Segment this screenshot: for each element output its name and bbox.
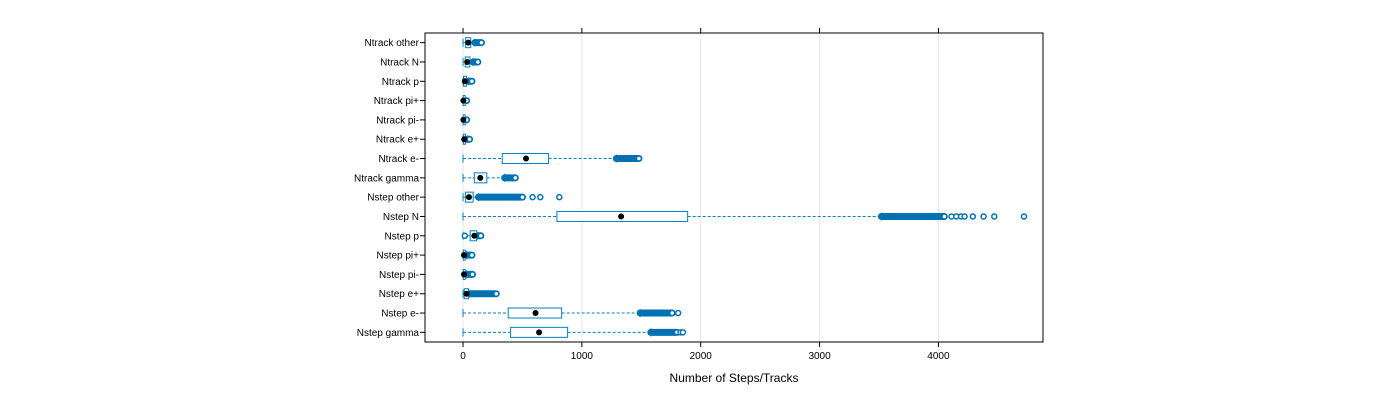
y-axis-label: Ntrack gamma	[354, 173, 419, 184]
box-row	[462, 210, 1028, 222]
median-dot	[532, 310, 539, 317]
x-tick-label: 0	[460, 351, 466, 362]
outlier-point	[478, 39, 485, 46]
median-dot	[618, 213, 625, 220]
outlier-point	[529, 193, 536, 201]
y-axis-label: Ntrack e-	[378, 154, 419, 165]
outlier-point	[679, 329, 687, 336]
outlier-point	[512, 174, 519, 182]
median-dot	[464, 58, 471, 65]
box-row	[462, 153, 643, 165]
y-axis-labels: Ntrack other Ntrack N Ntrack p Ntrack pi+ Nt…	[354, 38, 425, 339]
outlier-point	[674, 309, 682, 317]
outlier-point	[1020, 213, 1028, 220]
median-dot	[461, 136, 468, 143]
box-row	[460, 249, 476, 261]
outlier-point	[537, 193, 544, 201]
box-row	[460, 114, 471, 126]
outlier-point	[991, 213, 998, 220]
y-axis-label: Ntrack N	[380, 57, 419, 68]
outlier-point	[961, 213, 968, 220]
y-axis-label: Ntrack pi-	[376, 115, 419, 126]
box-row	[460, 268, 477, 280]
median-dot	[465, 194, 472, 201]
median-dot	[460, 97, 467, 104]
median-dot	[523, 155, 530, 162]
box-row	[462, 37, 485, 49]
box-row	[461, 133, 474, 145]
outlier-point	[980, 213, 987, 220]
outlier-point	[477, 232, 485, 240]
outlier-point	[635, 155, 643, 162]
box-row	[462, 288, 500, 300]
outlier-point	[466, 135, 473, 143]
y-axis-label: Nstep e+	[379, 289, 419, 300]
outlier-point	[556, 193, 563, 201]
outlier-point	[474, 58, 482, 66]
box-row	[462, 56, 482, 68]
median-dot	[477, 174, 484, 181]
box-row	[462, 172, 519, 184]
x-axis-ticks: 0 1000 2000 3000 4000	[460, 28, 950, 362]
y-axis-label: Ntrack pi+	[374, 96, 419, 107]
y-axis-label: Ntrack p	[382, 77, 420, 88]
y-axis-label: Nstep e-	[381, 309, 419, 320]
median-dot	[461, 78, 468, 85]
grid-layer	[462, 33, 939, 342]
outlier-point	[519, 193, 526, 201]
x-tick-label: 2000	[690, 351, 713, 362]
outlier-point	[969, 213, 977, 220]
box-row	[462, 326, 687, 338]
median-dot	[536, 329, 543, 336]
outlier-point	[941, 213, 948, 220]
box-row	[462, 307, 682, 319]
median-dot	[460, 271, 467, 278]
median-dot	[471, 232, 478, 239]
box-row	[462, 191, 563, 203]
x-tick-label: 1000	[571, 351, 594, 362]
plot-frame	[424, 32, 1044, 343]
median-dot	[460, 252, 467, 259]
box-row	[460, 95, 471, 107]
x-tick-label: 3000	[808, 351, 831, 362]
y-axis-label: Nstep other	[367, 193, 419, 204]
x-tick-label: 4000	[927, 351, 950, 362]
outlier-point	[468, 251, 476, 259]
y-axis-label: Nstep pi-	[379, 270, 419, 281]
outlier-point	[468, 78, 476, 85]
y-axis-label: Ntrack other	[365, 38, 420, 49]
outlier-point	[461, 232, 469, 240]
median-dot	[460, 116, 467, 123]
box-row	[461, 230, 485, 242]
y-axis-label: Nstep p	[385, 231, 420, 242]
x-axis-title: Number of Steps/Tracks	[670, 371, 799, 385]
outlier-point	[493, 290, 500, 297]
outlier-point	[668, 309, 676, 317]
box-row	[461, 75, 476, 87]
median-dot	[465, 39, 472, 46]
median-dot	[463, 290, 470, 297]
y-axis-label: Ntrack e+	[376, 135, 419, 146]
box-layer	[460, 37, 1028, 338]
y-axis-label: Nstep gamma	[357, 328, 420, 339]
y-axis-label: Nstep pi+	[376, 251, 419, 262]
outlier-point	[469, 271, 476, 278]
y-axis-label: Nstep N	[383, 212, 419, 223]
